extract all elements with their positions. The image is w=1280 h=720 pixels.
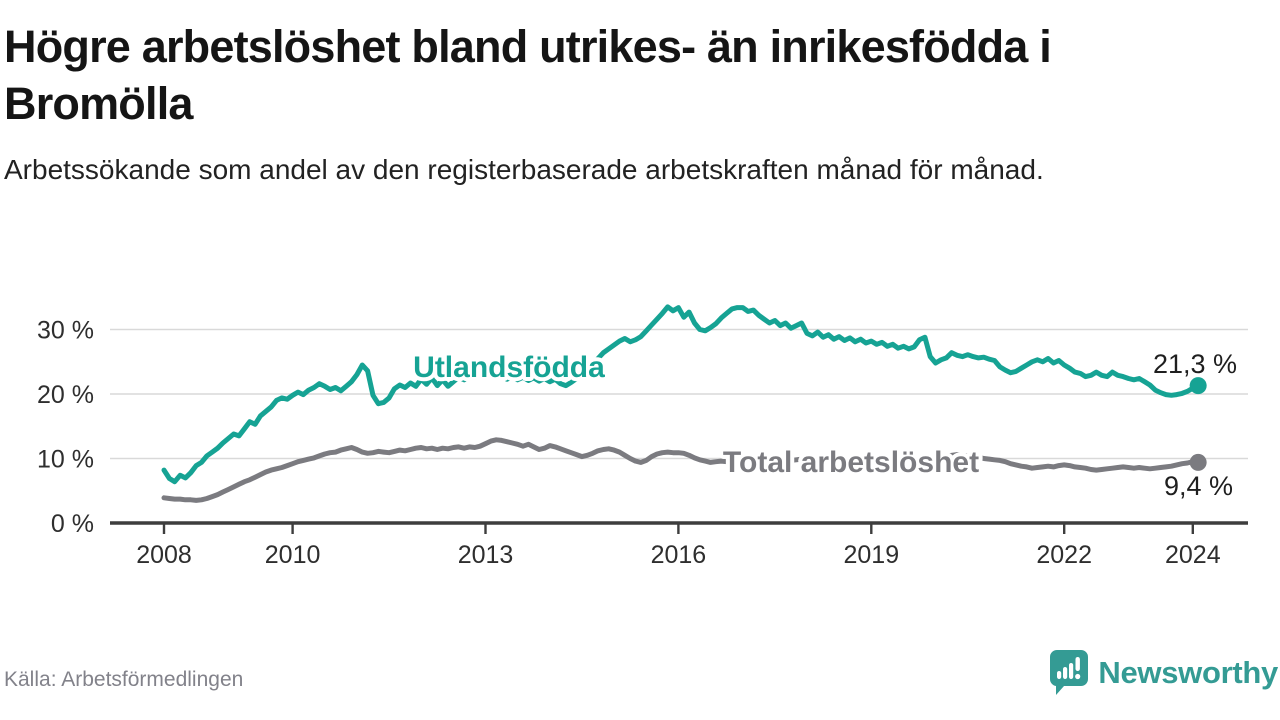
y-tick-label-0: 0 %: [51, 510, 94, 538]
series-line-total: [161, 437, 1201, 503]
y-tick-label-20: 20 %: [37, 381, 94, 409]
y-tick-label-30: 30 %: [37, 317, 94, 345]
series-end-dot-utlandsfodda: [1189, 377, 1207, 395]
x-tick-label-2013: 2013: [458, 541, 514, 569]
x-tick-label-2010: 2010: [265, 541, 321, 569]
x-tick-label-2008: 2008: [136, 541, 192, 569]
series-label-utlandsfodda: Utlandsfödda: [413, 351, 605, 384]
page-subtitle: Arbetssökande som andel av den registerb…: [4, 154, 1044, 185]
x-tick-label-2016: 2016: [651, 541, 707, 569]
source-note: Källa: Arbetsförmedlingen: [4, 668, 244, 691]
x-tick-label-2022: 2022: [1036, 541, 1092, 569]
y-tick-label-10: 10 %: [37, 446, 94, 474]
series-end-dot-total: [1189, 453, 1207, 471]
x-tick-label-2019: 2019: [843, 541, 899, 569]
line-chart: 0 % 10 % 20 % 30 % 2008 2010 2013 2016 2019 2022 2…: [37, 304, 1248, 569]
series-end-value-total: 9,4 %: [1164, 471, 1233, 501]
series-line-utlandsfodda: [161, 304, 1201, 485]
brand-name: Newsworthy: [1098, 655, 1278, 690]
newsworthy-logo-icon: [1050, 650, 1089, 695]
series-label-total: Total arbetslöshet: [723, 446, 979, 479]
series-end-value-utlandsfodda: 21,3 %: [1153, 349, 1237, 379]
brand-lockup: Newsworthy: [1049, 648, 1278, 698]
x-tick-label-2024: 2024: [1165, 541, 1221, 569]
page-title: Högre arbetslöshet bland utrikes- än inr…: [4, 21, 1052, 130]
